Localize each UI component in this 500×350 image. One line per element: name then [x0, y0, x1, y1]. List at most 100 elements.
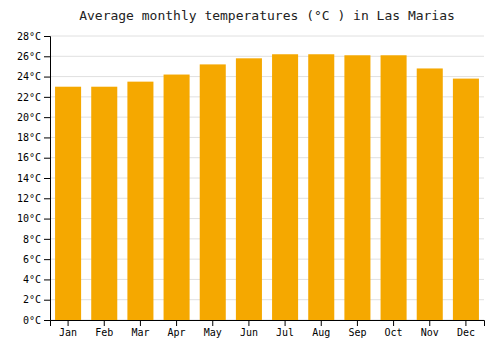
bar — [164, 75, 190, 320]
y-tick-label: 2°C — [23, 294, 41, 305]
bar — [308, 54, 334, 320]
x-tick-mark — [212, 320, 213, 326]
y-tick-mark — [44, 178, 50, 179]
y-tick-label: 24°C — [17, 71, 41, 82]
y-tick: 12°C — [17, 193, 50, 204]
plot: 0°C 2°C 4°C 6°C 8°C 10°C 12°C 14°C 16°C 18°C 20°C 2… — [17, 31, 485, 338]
x-tick-label: Jul — [276, 327, 294, 338]
y-tick: 20°C — [17, 112, 50, 123]
y-tick: 0°C — [23, 315, 50, 326]
x-tick-mark — [104, 320, 105, 326]
bar — [200, 64, 226, 320]
x-tick: Aug — [312, 320, 330, 338]
x-tick-label: Dec — [457, 327, 475, 338]
y-tick-label: 10°C — [17, 213, 41, 224]
x-tick-label: Oct — [385, 327, 403, 338]
y-tick-label: 20°C — [17, 112, 41, 123]
x-tick-mark — [465, 320, 466, 326]
bar — [127, 82, 153, 320]
y-tick-label: 0°C — [23, 315, 41, 326]
x-tick: Sep — [348, 320, 366, 338]
bar — [381, 55, 407, 320]
y-tick-label: 18°C — [17, 132, 41, 143]
bar — [344, 55, 370, 320]
x-axis-line — [51, 321, 485, 327]
grid-line — [50, 56, 484, 57]
y-tick: 10°C — [17, 213, 50, 224]
x-tick-label: Jan — [59, 327, 77, 338]
x-tick-mark — [248, 320, 249, 326]
y-tick-mark — [44, 97, 50, 98]
y-tick-label: 26°C — [17, 51, 41, 62]
x-tick-label: Sep — [348, 327, 366, 338]
x-tick-mark — [140, 320, 141, 326]
bar — [236, 58, 262, 320]
y-tick-label: 4°C — [23, 274, 41, 285]
y-tick: 8°C — [23, 234, 50, 245]
y-tick: 4°C — [23, 274, 50, 285]
bar — [272, 54, 298, 320]
y-tick: 14°C — [17, 173, 50, 184]
x-tick-mark — [429, 320, 430, 326]
x-tick-mark — [68, 320, 69, 326]
x-tick-mark — [321, 320, 322, 326]
y-tick: 22°C — [17, 92, 50, 103]
bars — [55, 54, 479, 320]
y-tick-mark — [44, 300, 50, 301]
y-axis: 0°C 2°C 4°C 6°C 8°C 10°C 12°C 14°C 16°C 18°C 20°C 2… — [17, 31, 51, 326]
x-axis: Jan Feb Mar Apr May Jun Jul Aug Sep Oct Nov Dec — [51, 320, 485, 338]
y-tick-mark — [44, 279, 50, 280]
x-tick-label: Mar — [131, 327, 149, 338]
y-tick-mark — [44, 198, 50, 199]
x-tick-label: Aug — [312, 327, 330, 338]
x-tick: Apr — [168, 320, 186, 338]
x-tick-label: Jun — [240, 327, 258, 338]
y-tick: 26°C — [17, 51, 50, 62]
y-tick-mark — [44, 320, 50, 321]
x-tick-label: Nov — [421, 327, 439, 338]
x-tick: Mar — [131, 320, 149, 338]
grid — [50, 36, 484, 320]
bar — [417, 68, 443, 320]
x-tick: Nov — [421, 320, 439, 338]
y-tick-mark — [44, 117, 50, 118]
y-tick-mark — [44, 158, 50, 159]
y-tick: 28°C — [17, 31, 50, 42]
y-axis-line — [44, 37, 51, 321]
chart-container: 0°C 2°C 4°C 6°C 8°C 10°C 12°C 14°C 16°C 18°C 20°C 2… — [0, 0, 500, 350]
x-tick-mark — [285, 320, 286, 326]
bar — [55, 87, 81, 320]
y-tick-mark — [44, 137, 50, 138]
bar — [91, 87, 117, 320]
x-tick-label: Feb — [95, 327, 113, 338]
y-tick: 16°C — [17, 152, 50, 163]
y-tick-mark — [44, 36, 50, 37]
y-tick-mark — [44, 77, 50, 78]
y-tick-mark — [44, 239, 50, 240]
y-tick-label: 6°C — [23, 254, 41, 265]
x-tick-mark — [176, 320, 177, 326]
y-tick-mark — [44, 259, 50, 260]
y-tick-label: 28°C — [17, 31, 41, 42]
y-tick-mark — [44, 219, 50, 220]
y-tick-label: 22°C — [17, 92, 41, 103]
y-tick-label: 16°C — [17, 152, 41, 163]
y-tick: 18°C — [17, 132, 50, 143]
x-tick-label: Apr — [168, 327, 186, 338]
x-tick-mark — [357, 320, 358, 326]
chart: 0°C 2°C 4°C 6°C 8°C 10°C 12°C 14°C 16°C 18°C 20°C 2… — [0, 0, 500, 350]
y-tick-label: 14°C — [17, 173, 41, 184]
y-tick: 6°C — [23, 254, 50, 265]
x-tick: Jul — [276, 320, 294, 338]
grid-line — [50, 36, 484, 37]
x-tick: Oct — [385, 320, 403, 338]
bar — [453, 79, 479, 320]
y-tick-label: 8°C — [23, 234, 41, 245]
y-tick: 24°C — [17, 71, 50, 82]
y-tick-label: 12°C — [17, 193, 41, 204]
x-tick: Jan — [59, 320, 77, 338]
y-tick: 2°C — [23, 294, 50, 305]
x-tick-mark — [393, 320, 394, 326]
x-tick: Feb — [95, 320, 113, 338]
x-tick-label: May — [204, 327, 222, 338]
